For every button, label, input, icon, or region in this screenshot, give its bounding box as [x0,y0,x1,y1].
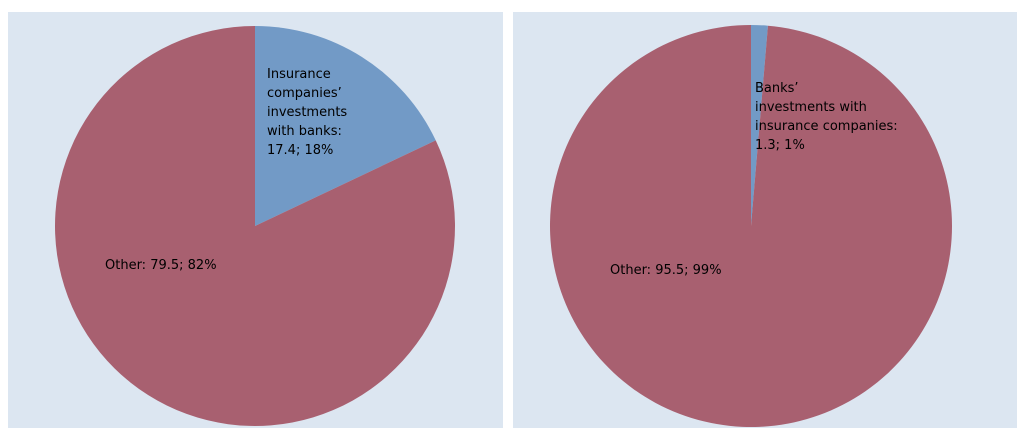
data-label-line: with banks: [267,124,342,139]
pie-slice-other [54,26,455,426]
data-label-line: Other: 95.5; 99% [610,263,722,278]
pie-slice-insurance-companies-investments-with-banks [255,26,436,226]
data-label-line: insurance companies: [755,119,898,134]
pie-chart-banks: Banks’ investments with insurance companie… [550,25,952,427]
data-label-other: Other: 79.5; 82% [105,258,217,273]
data-label-line: investments with [755,100,867,115]
data-label-line: 17.4; 18% [267,143,333,158]
data-label-line: 1.3; 1% [755,138,805,153]
pie-chart-panel-insurance: Insurance companies’ investments with banks… [8,12,503,428]
data-label-line: Insurance [267,67,331,82]
data-label-line: investments [267,105,347,120]
data-label-line: companies’ [267,86,342,101]
data-label-banks-investments-with-insurance-companies: Banks’ investments with insurance companie… [755,81,898,153]
pie-slice-banks-investments-with-insurance-companies [751,25,768,226]
data-label-line: Banks’ [755,81,799,96]
pie-chart-insurance: Insurance companies’ investments with banks… [54,26,455,426]
data-label-other: Other: 95.5; 99% [610,263,722,278]
pie-chart-panel-banks: Banks’ investments with insurance companie… [513,12,1017,428]
pie-slice-other [550,25,952,427]
data-label-insurance-companies-investments-with-banks: Insurance companies’ investments with banks… [267,67,347,158]
data-label-line: Other: 79.5; 82% [105,258,217,273]
